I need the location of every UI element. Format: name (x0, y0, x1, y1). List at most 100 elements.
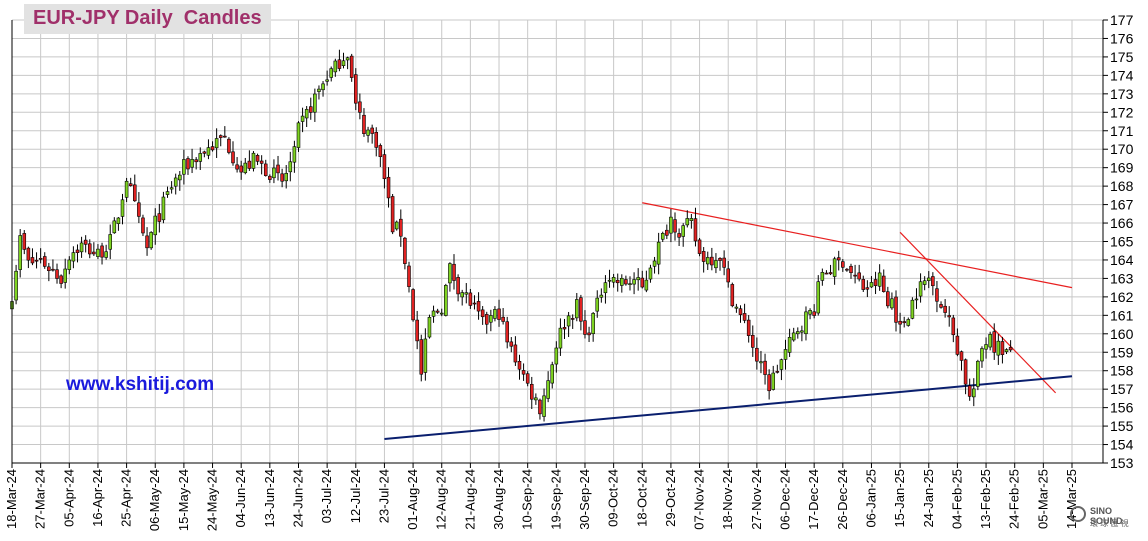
candle (243, 157, 248, 175)
candle-body (59, 275, 63, 284)
candle-body (38, 258, 43, 260)
candle (714, 253, 718, 274)
candle-body (853, 274, 857, 277)
candle-body (100, 245, 104, 258)
candle-body (656, 241, 661, 265)
candle-body (280, 173, 284, 182)
candle-body (669, 216, 673, 234)
candle-body (300, 115, 305, 122)
candle (141, 214, 145, 237)
candle (268, 174, 272, 183)
candle (591, 311, 595, 342)
x-tick-label: 01-Aug-24 (405, 469, 420, 530)
candle-body (595, 297, 600, 312)
candle-body (628, 283, 632, 285)
candle-body (570, 318, 575, 320)
x-tick-label: 24-Jan-25 (921, 469, 936, 528)
candle-body (886, 291, 890, 307)
candle (96, 244, 100, 260)
x-tick-label: 19-Sep-24 (548, 469, 563, 530)
candle-body (218, 135, 223, 138)
candle (914, 288, 919, 309)
candle (210, 141, 215, 152)
candle (570, 314, 575, 329)
candle (746, 315, 751, 343)
candle (926, 271, 931, 289)
candle (198, 147, 203, 171)
logo-name: SINO SOUND (1090, 506, 1123, 526)
candle-body (337, 59, 342, 69)
candle (767, 369, 771, 400)
candle (595, 290, 600, 318)
candle-body (169, 187, 174, 190)
candle (542, 388, 546, 422)
candle (403, 236, 407, 270)
y-tick-label: 154 (1110, 437, 1134, 453)
candle (579, 294, 583, 331)
candle (558, 318, 563, 356)
candle-body (926, 277, 931, 281)
candle (673, 212, 677, 241)
candle (804, 306, 808, 341)
candle (918, 273, 923, 303)
candle-body (308, 106, 313, 113)
candle (345, 56, 350, 70)
candle (730, 282, 735, 308)
candle (636, 268, 640, 291)
candle (358, 93, 362, 120)
candle-body (689, 218, 694, 221)
candle-body (276, 164, 280, 174)
candle-body (394, 221, 399, 230)
candle (976, 359, 980, 391)
candle (104, 244, 108, 260)
candle-body (1008, 347, 1013, 351)
candle-body (583, 320, 587, 335)
candle (947, 306, 951, 327)
candle-body (783, 349, 788, 360)
candle (427, 314, 432, 339)
candle (456, 274, 460, 302)
candle-body (358, 101, 362, 113)
candle-body (816, 281, 821, 314)
candle (435, 308, 440, 314)
candle (108, 224, 112, 260)
candle (415, 310, 419, 350)
candle-body (550, 364, 555, 384)
candle (750, 325, 755, 357)
candle (779, 358, 784, 381)
x-tick-label: 13-Jun-24 (262, 469, 277, 528)
candle (178, 171, 182, 191)
candle-body (366, 129, 370, 136)
grid-lines (11, 19, 1103, 464)
x-tick-label: 27-Nov-24 (749, 469, 764, 530)
candle-body (1004, 349, 1009, 353)
candle-body (710, 256, 714, 266)
candle (869, 276, 874, 288)
candle (308, 97, 313, 120)
candle-body (902, 321, 906, 324)
candle (538, 398, 542, 420)
candle-body (984, 344, 988, 350)
y-tick-label: 160 (1110, 326, 1134, 342)
candle-body (456, 277, 460, 295)
candle (755, 337, 759, 370)
candle-body (415, 319, 419, 342)
candle-body (828, 272, 833, 275)
candle (349, 53, 354, 82)
candle (386, 167, 391, 208)
candle (67, 256, 72, 275)
candle (439, 308, 444, 317)
candle (484, 311, 489, 334)
candle (390, 193, 395, 235)
candle (959, 350, 964, 371)
candle-body (992, 331, 997, 353)
candle (263, 159, 268, 177)
candle-body (832, 258, 837, 277)
candle-body (325, 79, 329, 82)
candle (534, 393, 538, 405)
candle-body (333, 60, 338, 73)
candle (935, 281, 939, 313)
candle-body (349, 55, 354, 78)
candle (693, 207, 698, 247)
candle-body (632, 279, 636, 285)
